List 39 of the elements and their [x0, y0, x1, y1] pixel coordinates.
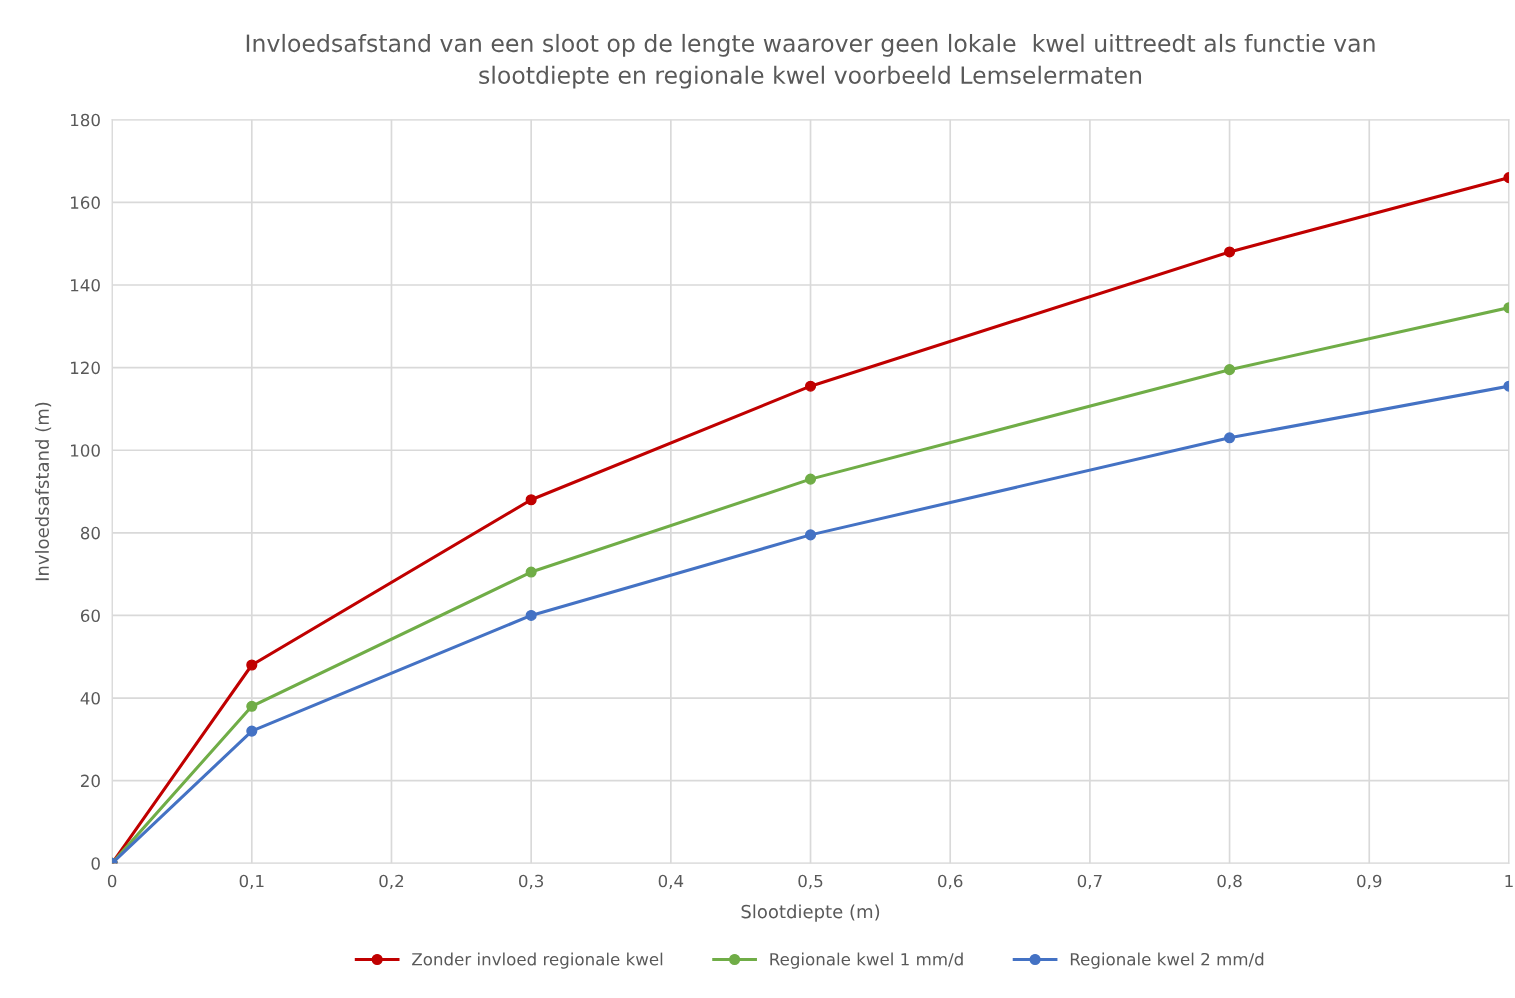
x-tick-label: 0,9 [1357, 874, 1382, 889]
point [1224, 246, 1236, 258]
y-tick-label: 100 [71, 444, 100, 457]
legend-label: Zonder invloed regionale kwel [412, 952, 663, 969]
x-tick-label: 0,4 [658, 874, 684, 889]
y-tick-label: 60 [80, 609, 100, 622]
y-tick-label: 80 [80, 526, 100, 540]
y-tick-label: 40 [80, 692, 100, 705]
y-tick-label: 140 [71, 278, 100, 292]
point [804, 529, 817, 541]
y-tick-label: 180 [71, 113, 100, 127]
point [804, 380, 817, 392]
x-tick-label: 0 [107, 874, 117, 888]
x-tick-label: 0,8 [1217, 874, 1242, 889]
point [525, 494, 537, 506]
x-tick-label: 0,3 [519, 874, 544, 889]
y-axis-title: Invloedsafstand (m) [35, 402, 52, 581]
x-axis-title: Slootdiepte (m) [741, 904, 880, 922]
x-tick-label: 0,2 [379, 874, 404, 889]
y-tick-label: 120 [71, 361, 100, 375]
point [246, 725, 258, 737]
point [1224, 432, 1236, 444]
legend-label: Regionale kwel 1 mm/d [770, 952, 963, 969]
x-tick-label: 0,7 [1077, 874, 1102, 889]
y-tick-label: 0 [91, 857, 100, 870]
point [525, 609, 537, 621]
x-tick-label: 1 [1505, 874, 1513, 888]
x-tick-label: 0,1 [239, 874, 264, 889]
x-tick-label: 0,6 [938, 874, 963, 889]
x-tick-label: 0,5 [798, 874, 823, 889]
y-tick-label: 160 [71, 196, 100, 209]
point [804, 473, 817, 485]
point [1224, 364, 1236, 376]
point [525, 566, 537, 578]
point [246, 700, 258, 712]
chart-title: Invloedsafstand van een sloot op de lengte waarover geen lokale kwel uittreedt als functie van slootdiepte en regionale kwel voorbeeld Lemselermaten [246, 33, 1375, 89]
legend-label: Regionale kwel 2 mm/d [1070, 952, 1264, 969]
y-tick-label: 20 [81, 774, 100, 788]
point [246, 659, 258, 671]
